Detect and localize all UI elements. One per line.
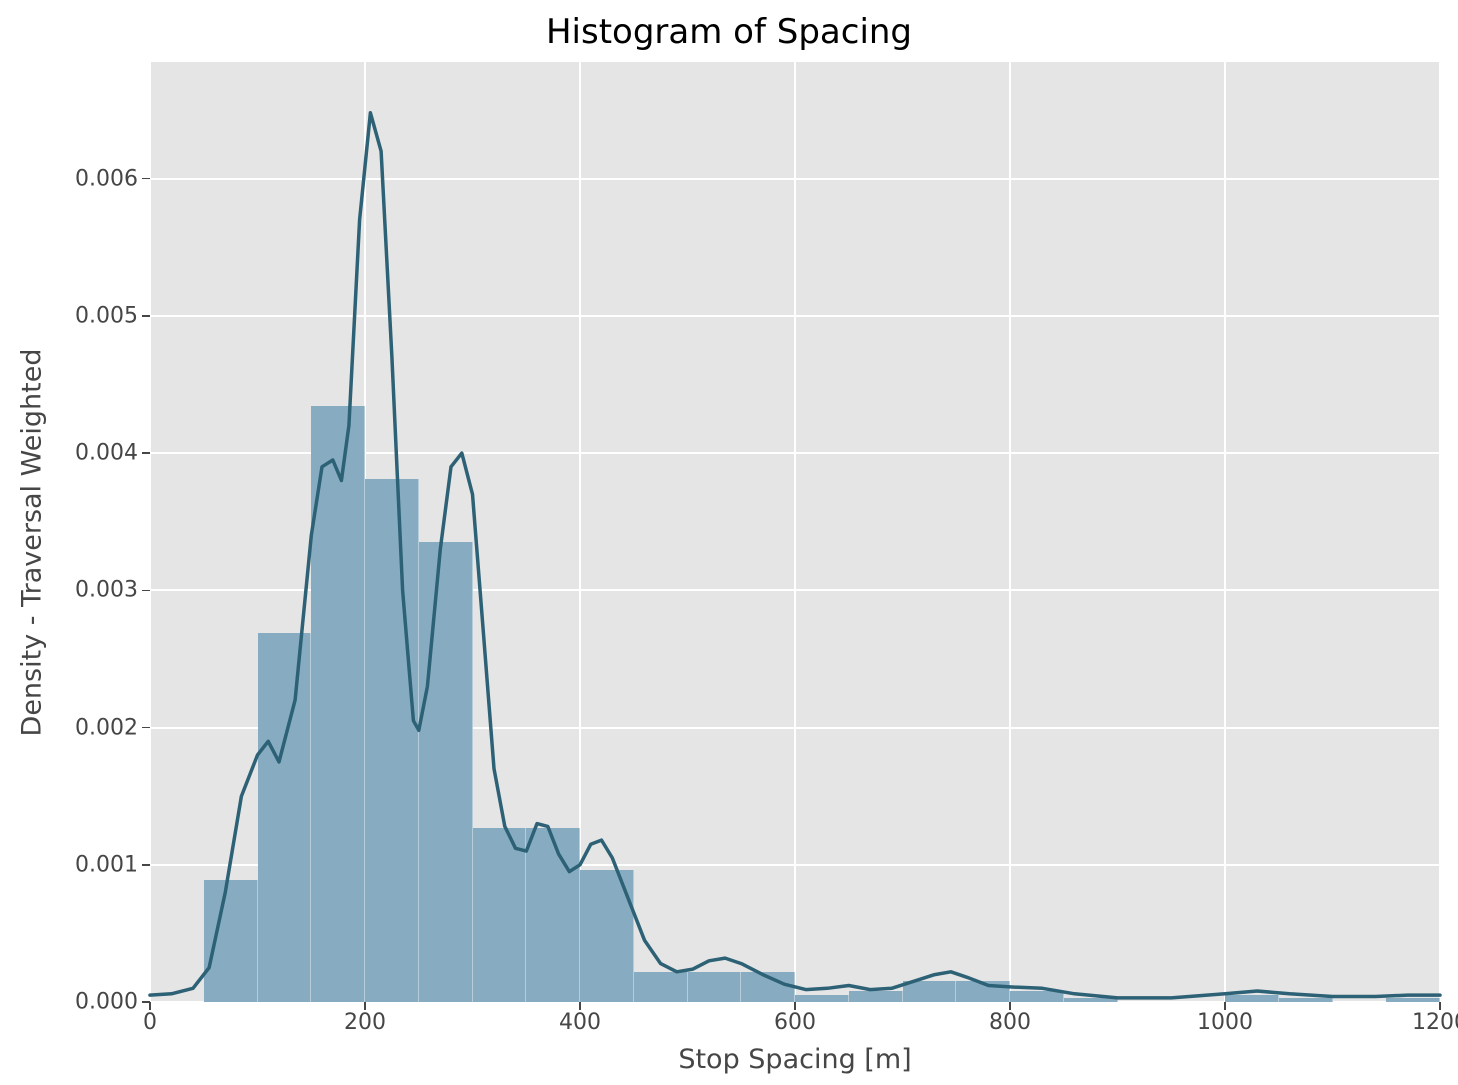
y-tick-label: 0.002 — [38, 715, 138, 740]
y-tick-mark — [142, 590, 150, 592]
y-tick-mark — [142, 452, 150, 454]
plot-area — [150, 62, 1440, 1002]
y-tick-mark — [142, 727, 150, 729]
x-tick-mark — [1224, 1002, 1226, 1010]
y-tick-mark — [142, 864, 150, 866]
x-tick-mark — [364, 1002, 366, 1010]
y-tick-label: 0.000 — [38, 990, 138, 1015]
y-tick-label: 0.005 — [38, 303, 138, 328]
x-tick-label: 1000 — [1197, 1010, 1253, 1035]
x-tick-mark — [579, 1002, 581, 1010]
y-tick-mark — [142, 178, 150, 180]
kde-line — [150, 62, 1440, 1002]
x-tick-label: 800 — [989, 1010, 1031, 1035]
y-tick-mark — [142, 1001, 150, 1003]
x-axis-label: Stop Spacing [m] — [150, 1044, 1440, 1075]
x-tick-mark — [149, 1002, 151, 1010]
x-tick-label: 600 — [774, 1010, 816, 1035]
y-tick-label: 0.001 — [38, 852, 138, 877]
y-axis-label: Density - Traversal Weighted — [17, 349, 48, 737]
x-tick-mark — [1009, 1002, 1011, 1010]
histogram-chart: Histogram of Spacing 0 200 400 600 800 1000 12… — [0, 0, 1458, 1085]
y-tick-mark — [142, 315, 150, 317]
chart-title: Histogram of Spacing — [546, 12, 912, 52]
x-tick-label: 200 — [344, 1010, 386, 1035]
x-tick-mark — [1439, 1002, 1441, 1010]
y-axis-label-wrap: Density - Traversal Weighted — [22, 0, 42, 1085]
x-tick-label: 400 — [559, 1010, 601, 1035]
y-tick-label: 0.003 — [38, 578, 138, 603]
x-tick-label: 1200 — [1412, 1010, 1458, 1035]
y-tick-label: 0.004 — [38, 441, 138, 466]
x-tick-mark — [794, 1002, 796, 1010]
x-tick-label: 0 — [143, 1010, 157, 1035]
y-tick-label: 0.006 — [38, 166, 138, 191]
